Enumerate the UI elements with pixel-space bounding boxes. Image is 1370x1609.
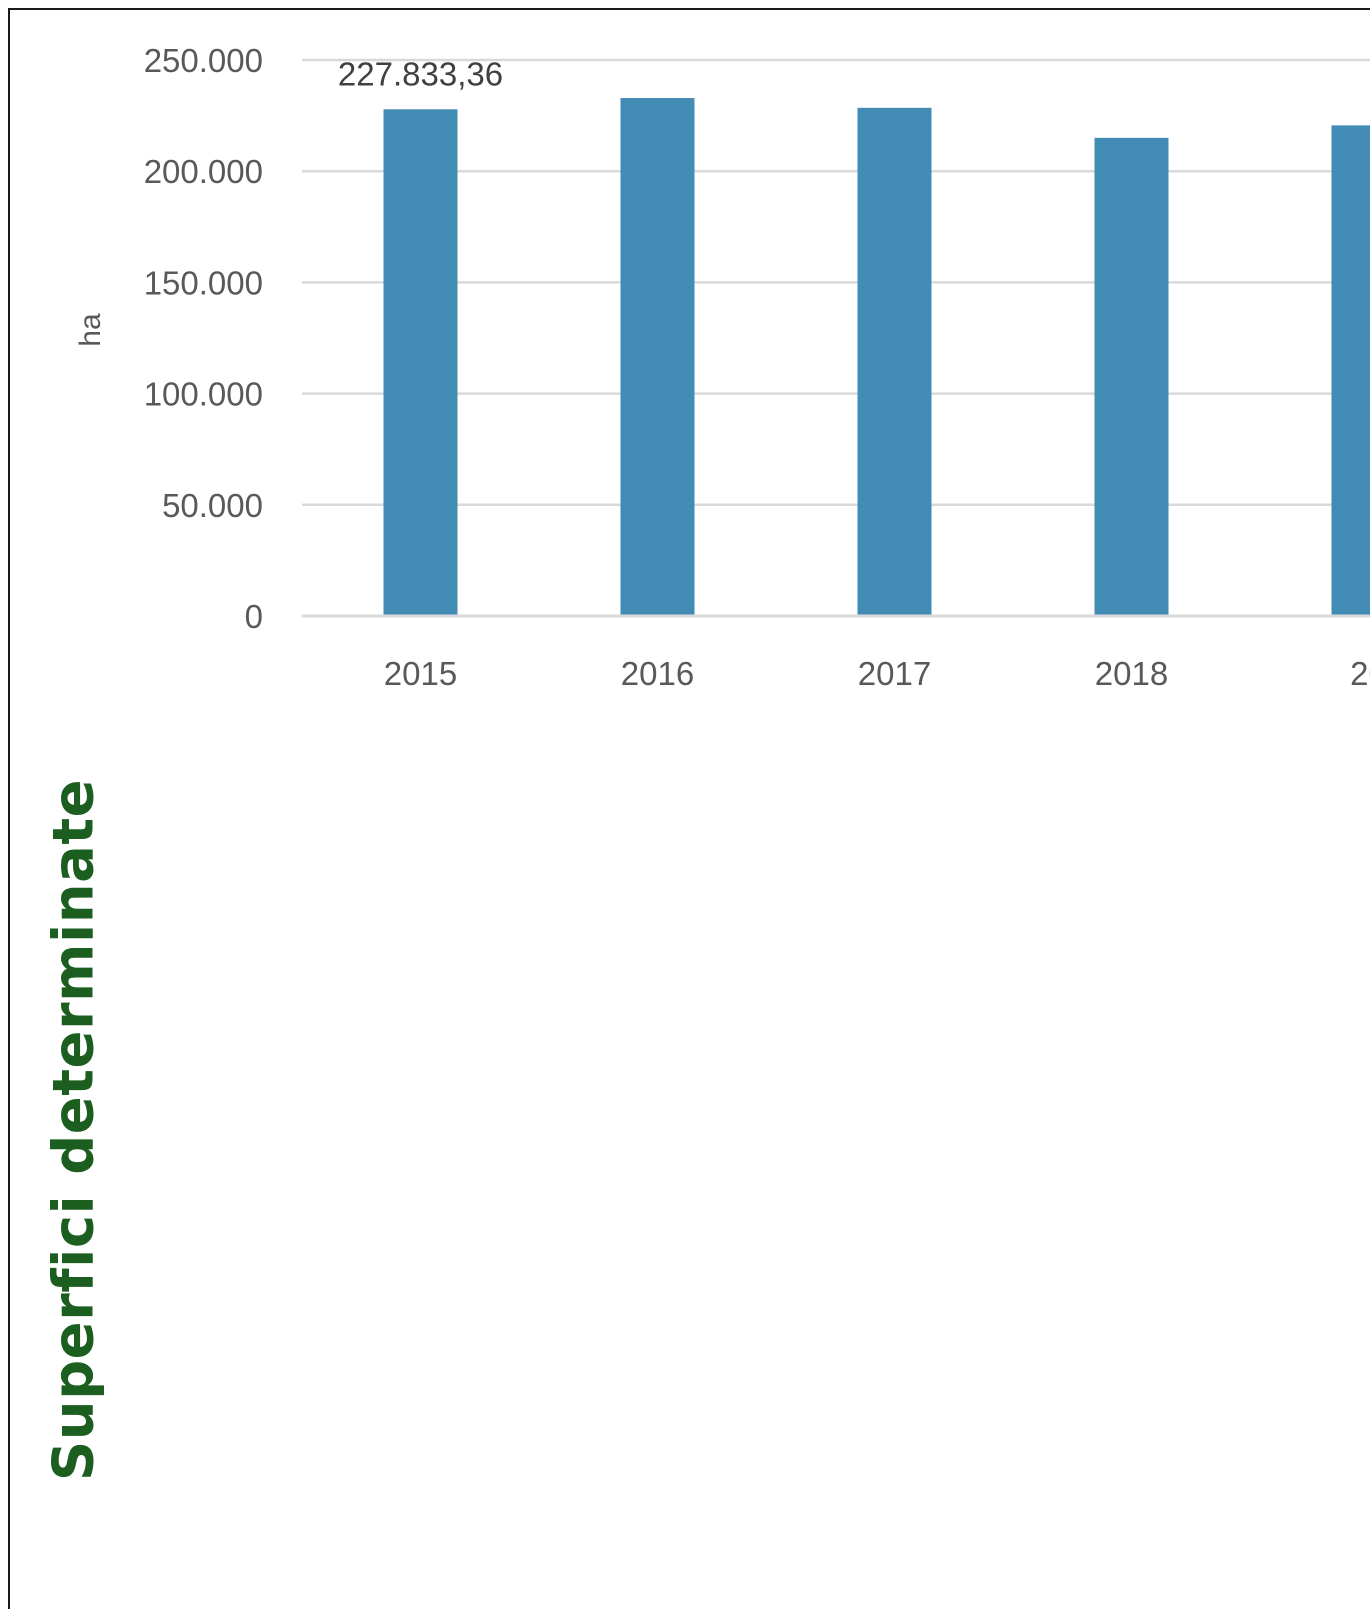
x-tick-label: 2018: [1095, 655, 1168, 692]
x-tick-label: 20: [1350, 655, 1370, 692]
y-tick-label: 250.000: [144, 42, 263, 79]
data-labels: 227.833,36: [338, 55, 503, 92]
x-axis-ticks: 2015 2016 2017 2018 20: [384, 655, 1370, 692]
data-label-2015: 227.833,36: [338, 55, 503, 92]
y-axis-title: ha: [74, 313, 107, 347]
y-tick-label: 150.000: [144, 264, 263, 301]
bar-2016: [620, 98, 695, 615]
gridlines: [302, 58, 1370, 618]
bar-2015: [383, 109, 458, 615]
y-tick-label: 200.000: [144, 153, 263, 190]
x-tick-label: 2015: [384, 655, 457, 692]
x-tick-label: 2016: [621, 655, 694, 692]
bar-chart: 0 50.000 100.000 150.000 200.000 250.000 2015…: [74, 42, 1370, 692]
bars: [383, 98, 1370, 615]
side-title: Superfici determinate: [41, 778, 107, 1482]
y-tick-label: 0: [245, 598, 263, 635]
y-axis-ticks: 0 50.000 100.000 150.000 200.000 250.000: [144, 42, 263, 635]
bar-2017: [857, 107, 932, 615]
bar-2018: [1094, 137, 1169, 615]
x-tick-label: 2017: [858, 655, 931, 692]
y-tick-label: 50.000: [162, 487, 263, 524]
chart-frame: [8, 8, 1370, 1609]
y-tick-label: 100.000: [144, 376, 263, 413]
bar-20: [1331, 125, 1370, 615]
